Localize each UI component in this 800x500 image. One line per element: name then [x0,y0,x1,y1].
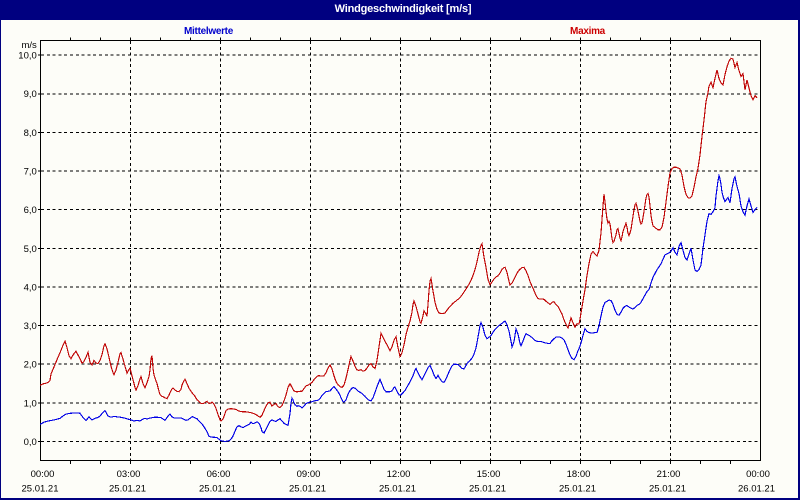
svg-text:m/s: m/s [21,40,37,51]
svg-text:8,0: 8,0 [24,128,37,139]
svg-text:12:00: 12:00 [387,469,411,480]
svg-text:25.01.21: 25.01.21 [559,484,596,495]
svg-text:10,0: 10,0 [18,51,37,62]
svg-text:0,0: 0,0 [24,437,37,448]
svg-text:00:00: 00:00 [31,469,55,480]
svg-text:6,0: 6,0 [24,205,37,216]
svg-text:03:00: 03:00 [117,469,141,480]
svg-text:09:00: 09:00 [297,469,321,480]
svg-text:25.01.21: 25.01.21 [289,484,326,495]
svg-text:15:00: 15:00 [477,469,501,480]
svg-text:4,0: 4,0 [24,282,37,293]
svg-text:18:00: 18:00 [567,469,591,480]
svg-text:26.01.21: 26.01.21 [738,484,775,495]
svg-text:25.01.21: 25.01.21 [22,484,59,495]
svg-text:06:00: 06:00 [207,469,231,480]
svg-text:25.01.21: 25.01.21 [469,484,506,495]
svg-text:25.01.21: 25.01.21 [199,484,236,495]
svg-text:1,0: 1,0 [24,398,37,409]
svg-text:3,0: 3,0 [24,321,37,332]
svg-text:00:00: 00:00 [746,469,770,480]
svg-text:9,0: 9,0 [24,89,37,100]
svg-text:25.01.21: 25.01.21 [109,484,146,495]
svg-text:2,0: 2,0 [24,360,37,371]
svg-text:25.01.21: 25.01.21 [649,484,686,495]
svg-text:7,0: 7,0 [24,167,37,178]
svg-text:5,0: 5,0 [24,244,37,255]
svg-text:25.01.21: 25.01.21 [379,484,416,495]
svg-text:21:00: 21:00 [657,469,681,480]
